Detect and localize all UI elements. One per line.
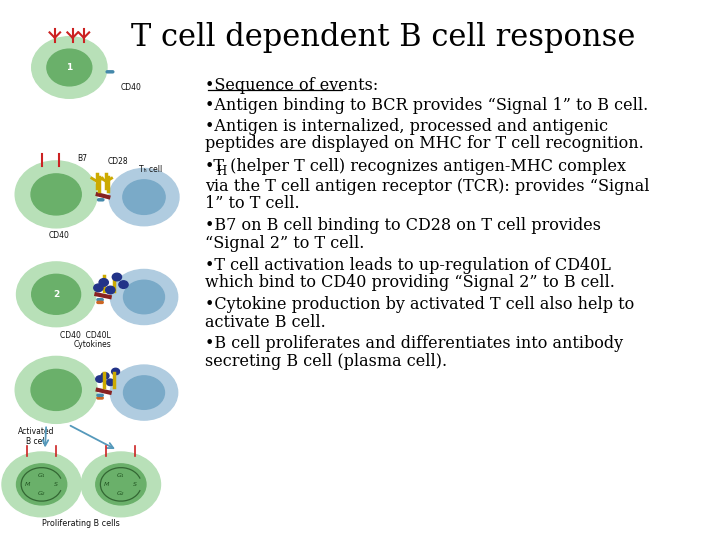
Circle shape bbox=[99, 279, 108, 286]
Circle shape bbox=[17, 262, 96, 327]
Circle shape bbox=[119, 281, 128, 288]
Text: Proliferating B cells: Proliferating B cells bbox=[42, 519, 120, 529]
Circle shape bbox=[15, 161, 97, 228]
Text: 1” to T cell.: 1” to T cell. bbox=[204, 195, 300, 212]
Circle shape bbox=[124, 376, 164, 409]
Text: CD40  CD40L: CD40 CD40L bbox=[60, 331, 112, 340]
Text: G₂: G₂ bbox=[117, 491, 125, 496]
Circle shape bbox=[123, 180, 165, 214]
Text: activate B cell.: activate B cell. bbox=[204, 314, 325, 330]
Circle shape bbox=[94, 284, 103, 292]
Text: •Sequence of events:: •Sequence of events: bbox=[204, 77, 378, 93]
Circle shape bbox=[32, 274, 81, 314]
Text: CD28: CD28 bbox=[107, 157, 128, 166]
Text: 1: 1 bbox=[66, 63, 73, 72]
Circle shape bbox=[106, 286, 115, 294]
Circle shape bbox=[112, 368, 120, 375]
Text: CD40: CD40 bbox=[49, 231, 70, 240]
Circle shape bbox=[31, 369, 81, 410]
Circle shape bbox=[31, 174, 81, 215]
Text: via the T cell antigen receptor (TCR): provides “Signal: via the T cell antigen receptor (TCR): p… bbox=[204, 178, 649, 195]
Circle shape bbox=[17, 464, 67, 505]
Text: •B cell proliferates and differentiates into antibody: •B cell proliferates and differentiates … bbox=[204, 335, 623, 352]
Text: •Antigen is internalized, processed and antigenic: •Antigen is internalized, processed and … bbox=[204, 118, 608, 134]
Circle shape bbox=[124, 280, 164, 314]
Text: (helper T cell) recognizes antigen-MHC complex: (helper T cell) recognizes antigen-MHC c… bbox=[225, 158, 626, 174]
Circle shape bbox=[96, 376, 104, 382]
Circle shape bbox=[81, 452, 161, 517]
Text: H: H bbox=[217, 165, 227, 178]
Circle shape bbox=[101, 373, 109, 379]
Circle shape bbox=[112, 273, 122, 281]
Circle shape bbox=[110, 269, 178, 325]
Text: M: M bbox=[24, 482, 30, 487]
Text: G₂: G₂ bbox=[38, 491, 45, 496]
Text: peptides are displayed on MHC for T cell recognition.: peptides are displayed on MHC for T cell… bbox=[204, 135, 644, 152]
Circle shape bbox=[47, 49, 92, 86]
Text: Activated
B cell: Activated B cell bbox=[18, 427, 55, 446]
Text: B7: B7 bbox=[78, 154, 88, 163]
Text: •Cytokine production by activated T cell also help to: •Cytokine production by activated T cell… bbox=[204, 296, 634, 313]
Circle shape bbox=[2, 452, 81, 517]
Text: secreting B cell (plasma cell).: secreting B cell (plasma cell). bbox=[204, 353, 447, 370]
Circle shape bbox=[32, 37, 107, 98]
Text: S: S bbox=[133, 482, 138, 487]
Text: M: M bbox=[104, 482, 109, 487]
Text: •B7 on B cell binding to CD28 on T cell provides: •B7 on B cell binding to CD28 on T cell … bbox=[204, 217, 600, 234]
Text: •T: •T bbox=[204, 158, 225, 174]
Text: which bind to CD40 providing “Signal 2” to B cell.: which bind to CD40 providing “Signal 2” … bbox=[204, 274, 615, 291]
Text: G₁: G₁ bbox=[117, 472, 125, 478]
Text: G₁: G₁ bbox=[38, 472, 45, 478]
Circle shape bbox=[109, 168, 179, 226]
Circle shape bbox=[107, 379, 114, 386]
Text: •Antigen binding to BCR provides “Signal 1” to B cell.: •Antigen binding to BCR provides “Signal… bbox=[204, 97, 648, 114]
Text: “Signal 2” to T cell.: “Signal 2” to T cell. bbox=[204, 235, 364, 252]
Circle shape bbox=[110, 365, 178, 420]
Circle shape bbox=[96, 464, 146, 505]
Text: •T cell activation leads to up-regulation of CD40L: •T cell activation leads to up-regulatio… bbox=[204, 256, 611, 273]
Text: CD40: CD40 bbox=[120, 83, 141, 92]
Text: Cytokines: Cytokines bbox=[73, 340, 112, 349]
Text: T cell dependent B cell response: T cell dependent B cell response bbox=[131, 22, 635, 52]
Text: S: S bbox=[54, 482, 58, 487]
Text: Tₕ cell: Tₕ cell bbox=[139, 165, 162, 174]
Circle shape bbox=[15, 356, 97, 423]
Text: 2: 2 bbox=[53, 290, 59, 299]
